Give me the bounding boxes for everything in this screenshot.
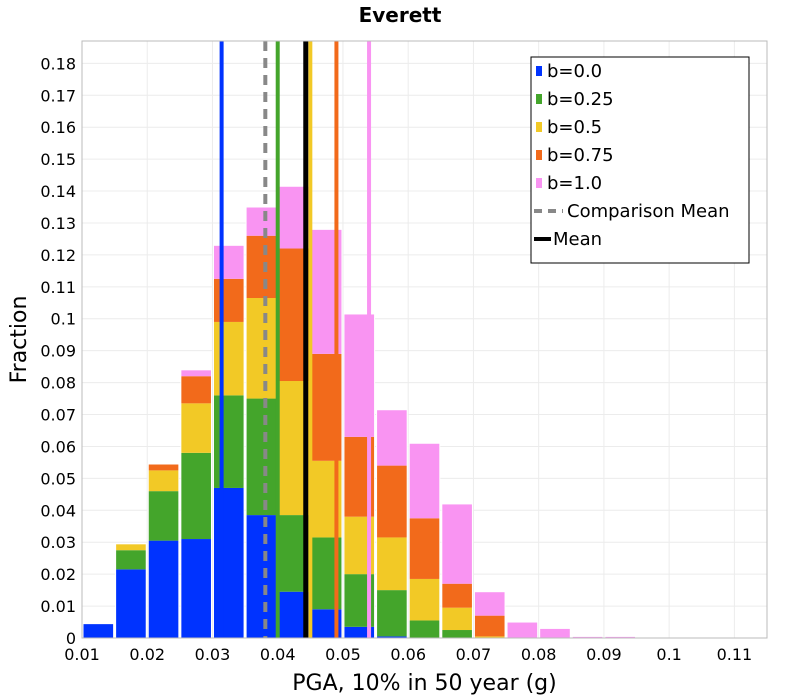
chart-title: Everett [359, 3, 442, 27]
x-tick-label: 0.09 [586, 645, 622, 664]
x-tick-label: 0.1 [656, 645, 681, 664]
bar-b-0-25 [180, 452, 212, 540]
y-tick-label: 0 [66, 629, 76, 648]
bar-b-1-0 [409, 443, 440, 519]
bar-b-1-0 [180, 369, 212, 377]
y-tick-label: 0.16 [40, 118, 76, 137]
y-tick-label: 0.12 [40, 246, 76, 265]
bar-b-0-25 [409, 620, 440, 638]
y-tick-label: 0.04 [40, 501, 76, 520]
y-tick-label: 0.08 [40, 374, 76, 393]
legend-swatch-b-0-5 [536, 122, 542, 132]
legend: b=0.0 b=0.25 b=0.5 b=0.75 b=1.0 Comparison Me… [530, 56, 750, 264]
y-tick-label: 0.18 [40, 54, 76, 73]
bar-b-0-0 [343, 626, 375, 638]
x-tick-label: 0.02 [129, 645, 165, 664]
legend-label-b-0-75: b=0.75 [547, 145, 614, 166]
bar-b-1-0 [539, 628, 571, 638]
bar-b-0-25 [376, 590, 408, 637]
bar-b-0-75 [148, 464, 179, 471]
x-tick-label: 0.06 [390, 645, 426, 664]
y-tick-label: 0.14 [40, 182, 76, 201]
bar-b-0-25 [148, 491, 179, 541]
y-tick-label: 0.1 [51, 310, 76, 329]
bar-b-1-0 [572, 636, 603, 638]
bar-b-1-0 [441, 503, 473, 584]
legend-swatch-b-1-0 [536, 178, 542, 188]
y-tick-label: 0.06 [40, 437, 76, 456]
bar-b-0-75 [213, 278, 245, 322]
bar-b-0-75 [441, 583, 473, 608]
bar-b-0-5 [474, 636, 506, 638]
x-tick-label: 0.11 [717, 645, 753, 664]
y-tick-label: 0.13 [40, 214, 76, 233]
bar-b-0-25 [213, 395, 245, 488]
bar-b-0-5 [441, 607, 473, 631]
legend-swatch-b-0-25 [536, 94, 542, 104]
bar-b-0-5 [115, 543, 147, 551]
y-tick-label: 0.03 [40, 533, 76, 552]
bar-b-0-0 [213, 487, 245, 638]
y-tick-label: 0.17 [40, 86, 76, 105]
bar-b-0-5 [376, 537, 408, 591]
x-tick-label: 0.07 [456, 645, 492, 664]
bar-b-0-0 [246, 515, 277, 638]
bar-b-0-75 [474, 615, 506, 637]
bar-b-0-75 [376, 465, 408, 538]
x-axis-ticks: 0.01 0.02 0.03 0.04 0.05 0.06 0.07 0.08 0.09 0.1 0… [64, 645, 752, 664]
bar-b-0-5 [148, 470, 179, 492]
bar-b-1-0 [604, 636, 636, 638]
bar-b-0-75 [409, 518, 440, 579]
legend-label-b-0-25: b=0.25 [547, 89, 614, 110]
bar-b-1-0 [474, 591, 506, 616]
y-tick-label: 0.02 [40, 565, 76, 584]
bar-b-1-0 [246, 207, 277, 236]
x-tick-label: 0.01 [64, 645, 100, 664]
legend-label-comparison-mean: Comparison Mean [567, 201, 730, 222]
bar-b-0-5 [180, 403, 212, 453]
x-tick-label: 0.03 [195, 645, 231, 664]
bar-b-0-25 [246, 398, 277, 516]
x-axis-title: PGA, 10% in 50 year (g) [292, 671, 556, 696]
bar-b-0-75 [246, 235, 277, 298]
legend-label-b-0-5: b=0.5 [547, 117, 602, 138]
legend-label-b-1-0: b=1.0 [547, 173, 602, 194]
bar-b-0-5 [409, 578, 440, 621]
legend-box [530, 56, 750, 264]
bar-b-0-0 [148, 540, 179, 638]
y-tick-label: 0.05 [40, 469, 76, 488]
bar-b-0-25 [115, 550, 147, 570]
x-tick-label: 0.04 [260, 645, 296, 664]
bar-b-0-75 [180, 376, 212, 404]
x-tick-label: 0.05 [325, 645, 361, 664]
y-tick-label: 0.11 [40, 278, 76, 297]
legend-swatch-b-0-75 [536, 150, 542, 160]
legend-swatch-b-0-0 [536, 66, 542, 76]
x-tick-label: 0.08 [521, 645, 557, 664]
bar-b-0-0 [376, 636, 408, 638]
bar-b-1-0 [376, 409, 408, 466]
mean-lines-group [219, 41, 372, 638]
bar-b-0-0 [115, 569, 147, 638]
bar-b-0-0 [180, 539, 212, 638]
bar-b-1-0 [507, 622, 538, 638]
y-tick-label: 0.07 [40, 406, 76, 425]
bar-b-0-5 [246, 297, 277, 399]
bar-b-0-25 [441, 630, 473, 638]
bar-b-1-0 [213, 245, 245, 279]
legend-label-b-0-0: b=0.0 [547, 61, 602, 82]
y-tick-label: 0.09 [40, 342, 76, 361]
y-axis-ticks: 0 0.01 0.02 0.03 0.04 0.05 0.06 0.07 0.08 0.09 0.1… [40, 54, 76, 648]
bar-b-0-5 [213, 321, 245, 396]
plot-frame [81, 40, 768, 639]
y-tick-label: 0.15 [40, 150, 76, 169]
bar-b-0-0 [83, 623, 114, 638]
y-axis-title: Fraction [7, 296, 32, 384]
y-tick-label: 0.01 [40, 597, 76, 616]
legend-label-mean: Mean [553, 229, 602, 250]
